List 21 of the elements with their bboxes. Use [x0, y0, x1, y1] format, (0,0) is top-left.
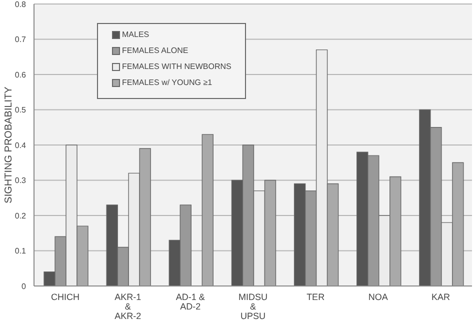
y-tick-label: 0.6: [14, 70, 27, 80]
x-tick-label: MIDSU & UPSU: [238, 292, 268, 321]
legend-label: FEMALES WITH NEWBORNS: [122, 62, 232, 71]
y-tick-label: 0: [22, 282, 27, 291]
y-axis-title: SIGHTING PROBABILITY: [4, 86, 15, 204]
x-tick-label: KAR: [431, 292, 450, 302]
x-tick-label: NOA: [368, 292, 388, 302]
y-tick-label: 0.1: [14, 246, 27, 256]
x-tick-label: TER: [306, 292, 326, 302]
x-tick-label: AD-1 & AD-2: [176, 292, 205, 312]
legend-label: FEMALES w/ YOUNG ≥1: [122, 78, 212, 87]
y-tick-label: 0.2: [14, 211, 27, 220]
y-tick-label: 0.7: [14, 35, 27, 44]
legend-label: FEMALES ALONE: [122, 46, 188, 55]
x-tick-label: CHICH: [51, 292, 80, 302]
y-tick-label: 0.5: [14, 106, 27, 115]
legend-label: MALES: [122, 30, 150, 39]
y-tick-label: 0.8: [14, 0, 27, 9]
x-tick-label: AKR-1 & AKR-2: [114, 292, 142, 321]
y-tick-label: 0.3: [14, 176, 27, 186]
y-tick-label: 0.4: [14, 140, 27, 150]
